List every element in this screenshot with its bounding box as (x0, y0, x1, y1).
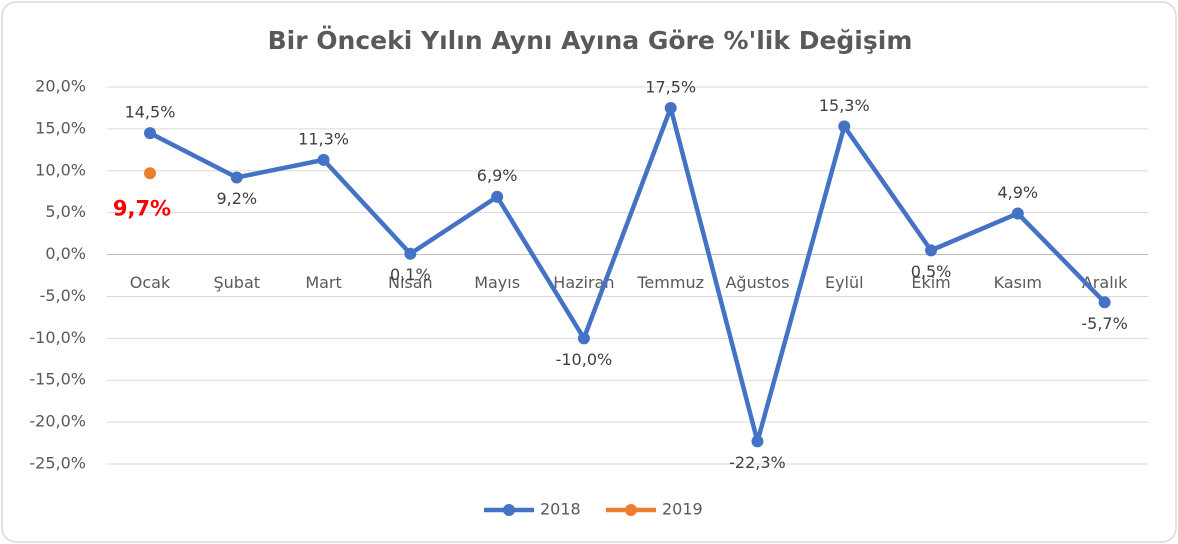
y-tick-label: -15,0% (29, 370, 86, 389)
x-tick-label: Haziran (553, 273, 614, 292)
point (751, 435, 764, 448)
data-label: 17,5% (645, 77, 696, 96)
data-label: -10,0% (556, 350, 613, 369)
y-tick-label: 5,0% (45, 202, 86, 221)
y-tick-label: -25,0% (29, 454, 86, 473)
y-tick-label: 20,0% (35, 77, 86, 96)
point (404, 247, 417, 260)
y-tick-label: 10,0% (35, 160, 86, 179)
data-label: 9,7% (113, 196, 171, 220)
x-tick-label: Şubat (214, 273, 261, 292)
data-label: -5,7% (1081, 314, 1127, 333)
point (1098, 296, 1111, 309)
point (143, 127, 156, 140)
y-tick-label: 0,0% (45, 244, 86, 263)
point (230, 171, 243, 184)
data-label: 15,3% (819, 96, 870, 115)
x-tick-label: Mart (305, 273, 341, 292)
line-series (148, 105, 1107, 444)
y-tick-label: -10,0% (29, 328, 86, 347)
point (577, 332, 590, 345)
legend-marker (625, 504, 637, 516)
legend-marker (503, 504, 515, 516)
data-label: 9,2% (216, 189, 257, 208)
x-tick-label: Temmuz (636, 273, 704, 292)
data-label: 4,9% (997, 183, 1038, 202)
x-tick-label: Ocak (130, 273, 171, 292)
legend-label: 2018 (540, 500, 581, 519)
data-label: -22,3% (729, 453, 786, 472)
chart-title: Bir Önceki Yılın Aynı Ayına Göre %'lik D… (268, 25, 913, 55)
point (143, 167, 156, 180)
legend-label: 2019 (662, 500, 703, 519)
data-label: 6,9% (477, 166, 518, 185)
data-label: 0,5% (911, 262, 952, 281)
data-label: 14,5% (125, 103, 176, 122)
point (838, 120, 851, 133)
data-label: 0,1% (390, 265, 431, 284)
point (664, 101, 677, 114)
x-tick-label: Nisan (388, 273, 433, 292)
x-tick-label: Aralık (1082, 273, 1128, 292)
x-tick-label: Mayıs (474, 273, 520, 292)
data-label: 11,3% (298, 129, 349, 148)
x-tick-label: Ağustos (725, 273, 789, 292)
x-tick-label: Kasım (994, 273, 1042, 292)
x-tick-label: Ekim (911, 273, 950, 292)
y-tick-label: 15,0% (35, 118, 86, 137)
point (1011, 207, 1024, 220)
y-tick-label: -5,0% (40, 286, 86, 305)
x-tick-label: Eylül (825, 273, 864, 292)
point (925, 244, 938, 257)
point (317, 153, 330, 166)
y-tick-label: -20,0% (29, 412, 86, 431)
point (491, 190, 504, 203)
